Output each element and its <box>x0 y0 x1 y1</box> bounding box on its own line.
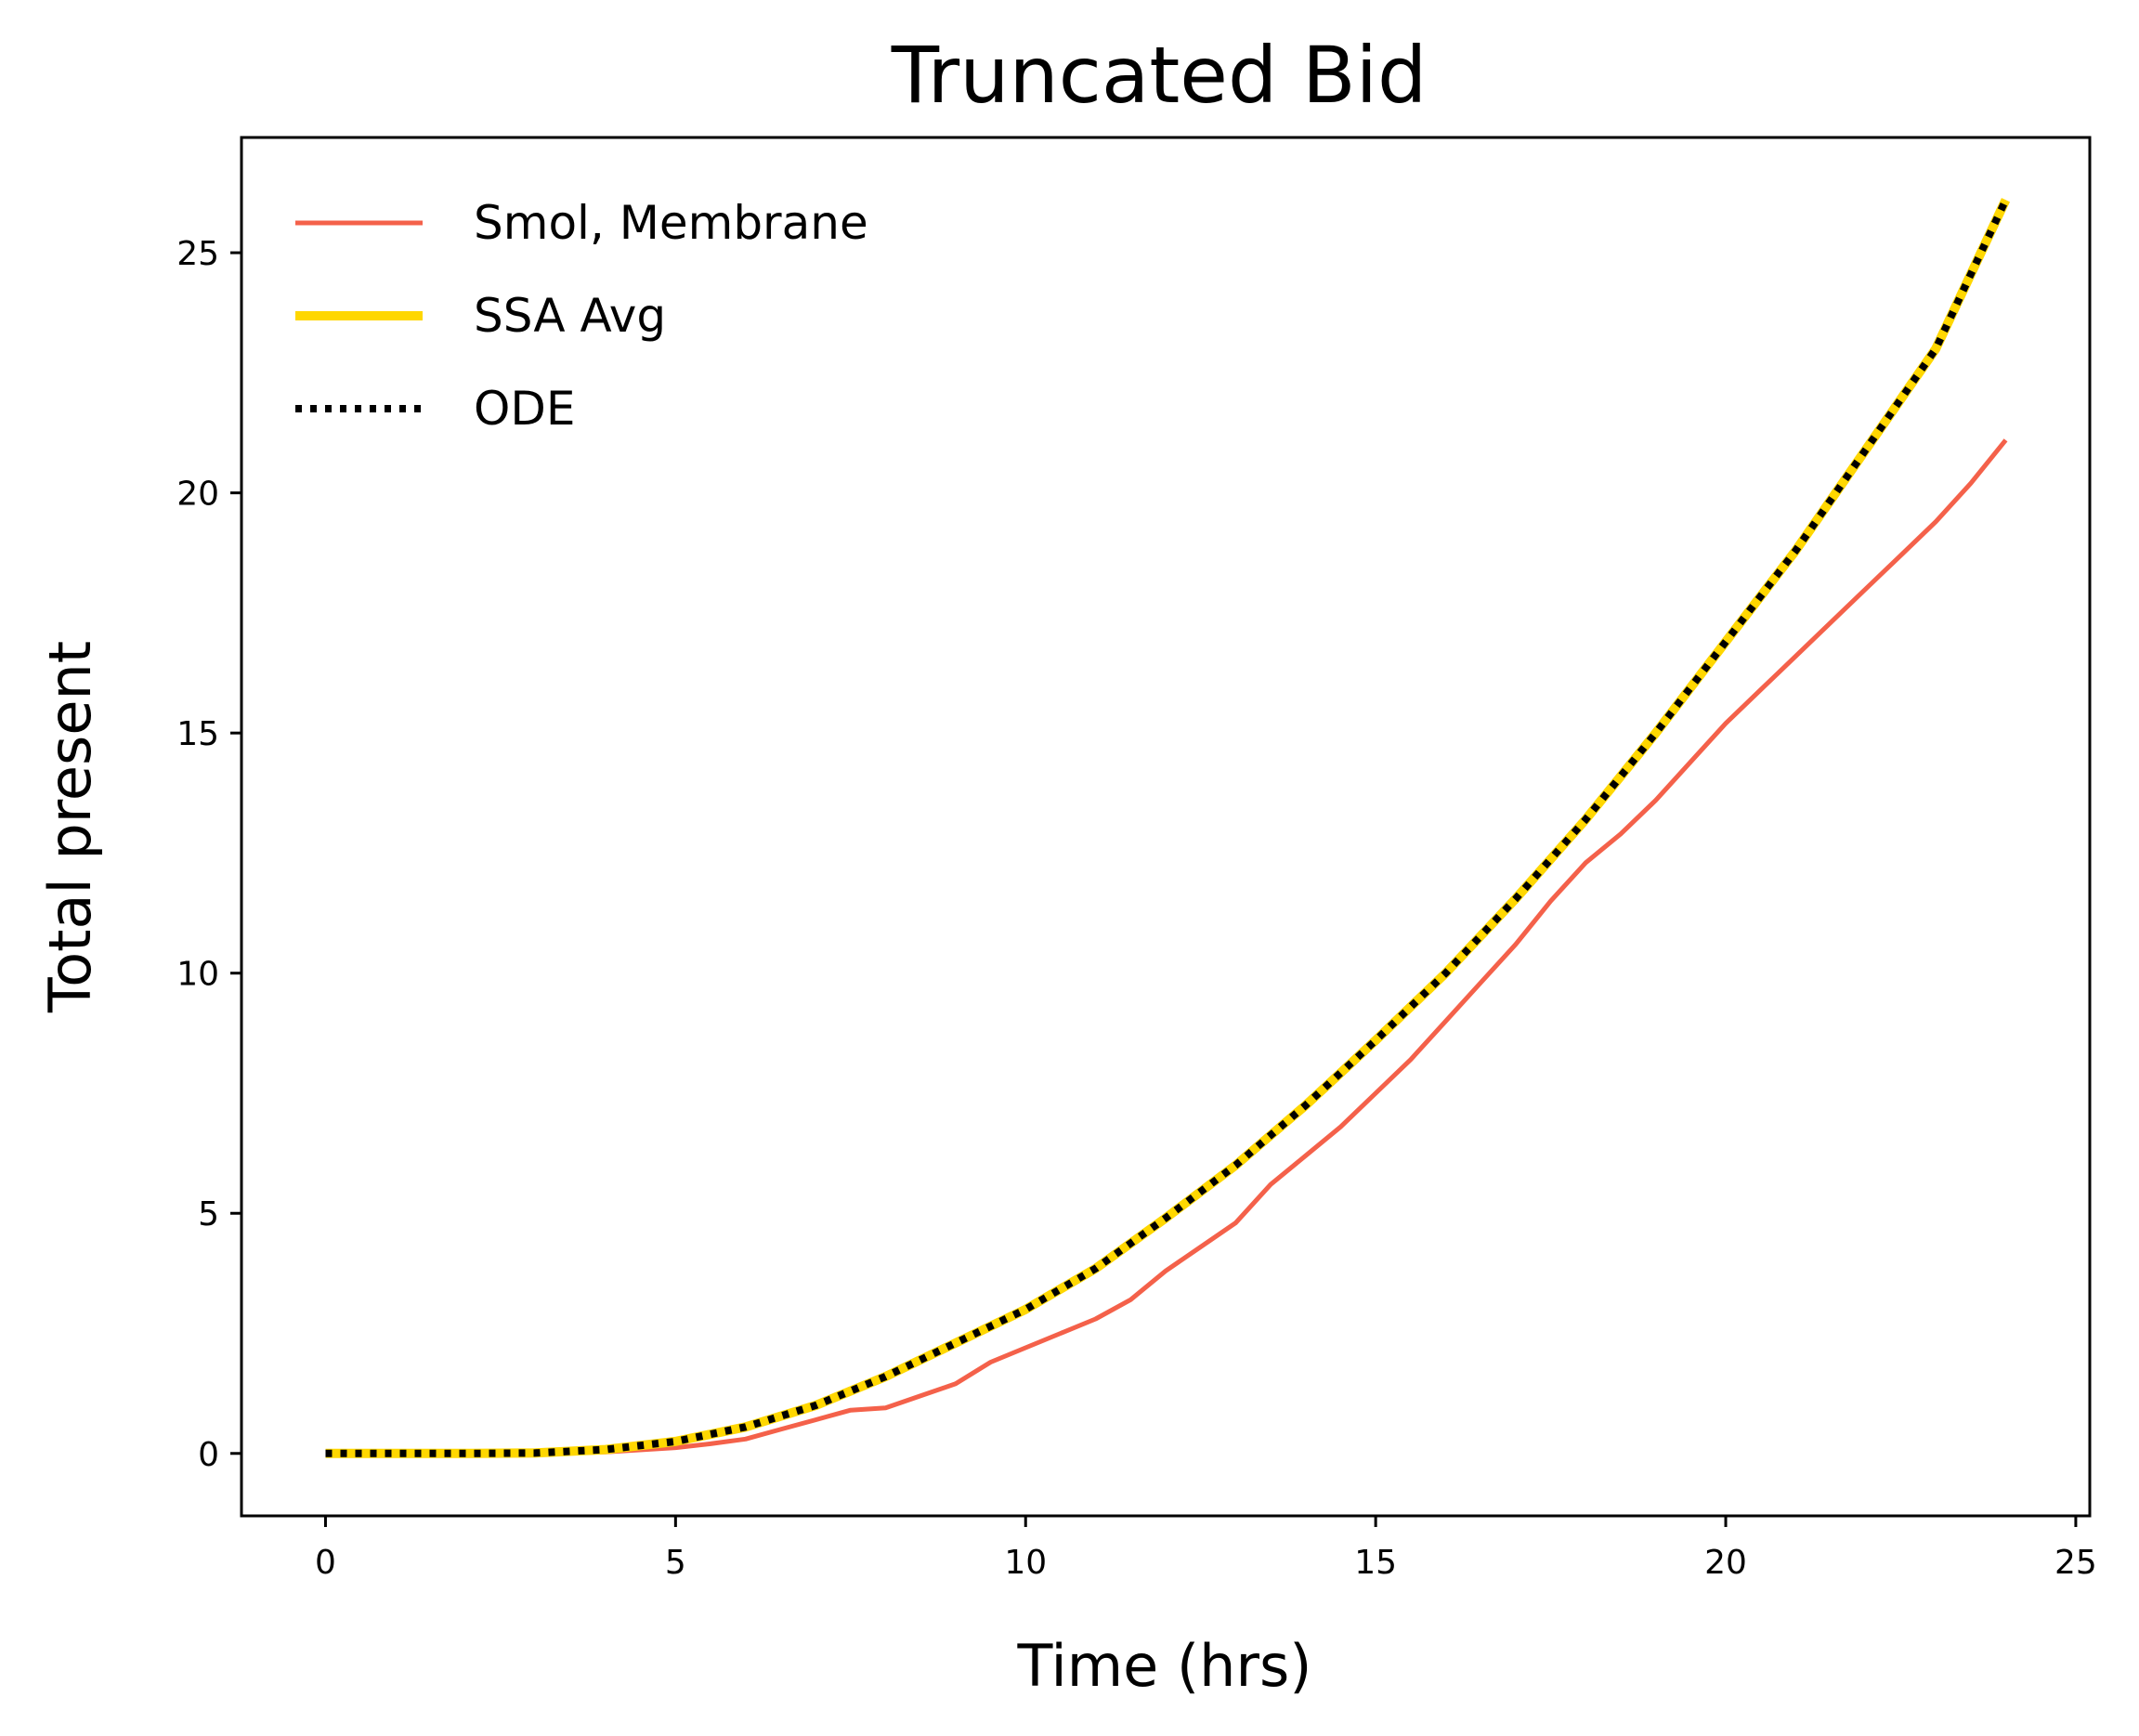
y-axis: 0 5 10 15 20 25 <box>176 235 241 1474</box>
series-line-smol-membrane <box>325 438 2008 1456</box>
y-tick-label: 10 <box>176 956 219 994</box>
x-tick-label: 5 <box>665 1544 686 1582</box>
x-tick-label: 0 <box>315 1544 336 1582</box>
plot-area <box>325 198 2011 1458</box>
x-tick-label: 20 <box>1704 1544 1747 1582</box>
y-tick-label: 25 <box>176 235 219 273</box>
x-axis: 0 5 10 15 20 25 <box>315 1516 2097 1582</box>
y-axis-label: Total present <box>36 641 104 1013</box>
x-tick-label: 15 <box>1354 1544 1397 1582</box>
chart-title: Truncated Bid <box>891 30 1428 121</box>
axes-frame <box>240 136 2092 1518</box>
legend: Smol, Membrane SSA Avg ODE <box>295 196 868 436</box>
series-line-ode <box>325 198 2010 1457</box>
series-line-ssa-avg <box>325 198 2011 1458</box>
y-tick-label: 15 <box>176 715 219 753</box>
legend-label: Smol, Membrane <box>474 196 868 250</box>
legend-label: ODE <box>474 382 575 436</box>
x-tick-label: 25 <box>2054 1544 2097 1582</box>
x-axis-label: Time (hrs) <box>1017 1632 1312 1700</box>
legend-label: SSA Avg <box>474 289 666 343</box>
y-tick-label: 0 <box>198 1436 219 1474</box>
x-tick-label: 10 <box>1004 1544 1047 1582</box>
y-tick-label: 5 <box>198 1195 219 1233</box>
y-tick-label: 20 <box>176 476 219 514</box>
